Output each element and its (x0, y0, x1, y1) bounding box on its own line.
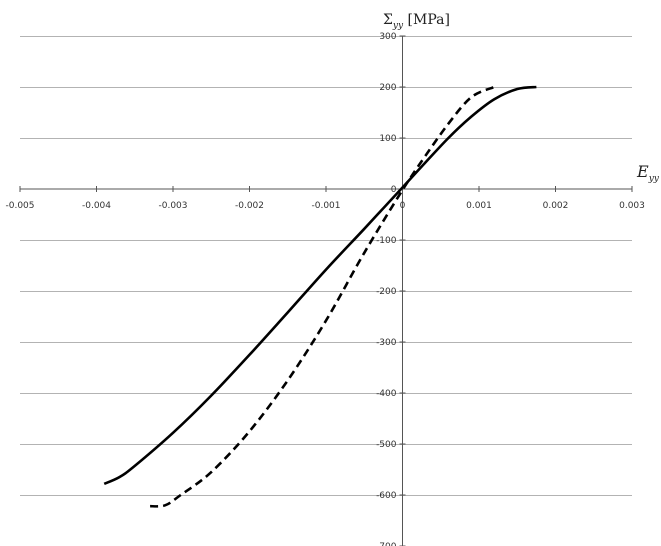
y-tick-label: 200 (379, 83, 396, 93)
x-tick-label: 0 (400, 201, 406, 211)
y-axis-title-subscript: yy (392, 21, 404, 31)
y-tick-label: 100 (379, 134, 396, 144)
y-tick-label: -200 (376, 287, 397, 297)
y-axis-title: Σyy [MPa] (383, 12, 450, 31)
series-line-solid (103, 85, 537, 485)
x-tick-label: -0.005 (5, 201, 34, 211)
y-tick-label: -500 (376, 440, 397, 450)
y-axis-title-symbol: Σ (383, 12, 393, 28)
x-tick-label: -0.002 (235, 201, 264, 211)
y-tick-label: -300 (376, 338, 397, 348)
y-axis-title-unit: [MPa] (403, 12, 450, 28)
x-tick-label: -0.003 (158, 201, 187, 211)
series-line-dashed (150, 85, 495, 508)
y-tick-label: 0 (391, 185, 397, 195)
y-tick-label: -600 (376, 491, 397, 501)
x-axis-title: Eyy (636, 162, 660, 184)
y-tick-label: -100 (376, 236, 397, 246)
y-tick-label: -400 (376, 389, 397, 399)
x-tick-label: -0.001 (311, 201, 340, 211)
x-axis-title-subscript: yy (648, 174, 660, 184)
y-tick-label: 300 (379, 32, 396, 42)
y-tick-label: -700 (376, 542, 397, 546)
data-series (103, 85, 537, 508)
x-tick-label: 0.002 (543, 201, 569, 211)
x-tick-labels: -0.005 -0.004 -0.003 -0.002 -0.001 0 0.001 0.00… (5, 201, 644, 211)
axes (19, 35, 633, 546)
y-tick-labels: 300 200 100 0 -100 -200 -300 -400 -500 -600 -700 (376, 32, 397, 546)
x-tick-label: 0.001 (466, 201, 492, 211)
x-axis-title-symbol: E (636, 162, 649, 181)
horizontal-gridlines (20, 36, 632, 496)
x-tick-label: 0.003 (619, 201, 645, 211)
x-tick-label: -0.004 (82, 201, 111, 211)
